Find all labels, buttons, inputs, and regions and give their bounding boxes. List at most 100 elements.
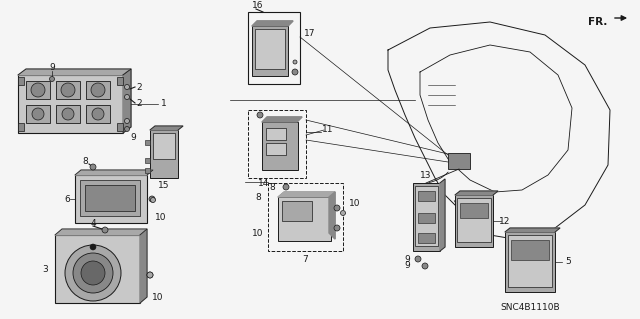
Ellipse shape xyxy=(125,94,129,100)
Text: 2: 2 xyxy=(136,83,142,92)
Bar xyxy=(508,235,552,287)
Bar xyxy=(55,235,140,303)
Ellipse shape xyxy=(49,77,54,81)
Text: 8: 8 xyxy=(255,192,261,202)
Bar xyxy=(457,198,491,242)
Polygon shape xyxy=(18,69,131,75)
Text: 10: 10 xyxy=(349,198,361,207)
Bar xyxy=(117,77,123,85)
Text: 17: 17 xyxy=(304,29,316,39)
Text: 5: 5 xyxy=(565,257,571,266)
Text: FR.: FR. xyxy=(588,17,607,27)
Bar xyxy=(505,232,555,292)
Bar xyxy=(86,105,110,123)
Ellipse shape xyxy=(334,205,340,211)
Ellipse shape xyxy=(92,108,104,120)
Ellipse shape xyxy=(102,227,108,233)
Bar xyxy=(117,123,123,131)
Polygon shape xyxy=(55,229,147,235)
Bar xyxy=(255,29,285,69)
Ellipse shape xyxy=(125,127,129,131)
Bar xyxy=(85,185,135,211)
Bar xyxy=(252,26,288,76)
Bar xyxy=(86,81,110,99)
Bar xyxy=(153,133,175,160)
Bar xyxy=(460,203,488,218)
Ellipse shape xyxy=(257,112,263,118)
Text: 9: 9 xyxy=(404,255,410,263)
Bar xyxy=(248,110,306,178)
Bar xyxy=(18,77,24,85)
Ellipse shape xyxy=(31,83,45,97)
Bar xyxy=(448,153,470,169)
Text: 10: 10 xyxy=(152,293,164,302)
Ellipse shape xyxy=(293,60,297,64)
Bar xyxy=(268,183,343,251)
Bar xyxy=(145,140,150,145)
Bar xyxy=(278,197,331,241)
Text: 4: 4 xyxy=(90,219,96,227)
Polygon shape xyxy=(278,192,335,197)
Text: SNC4B1110B: SNC4B1110B xyxy=(500,303,560,313)
Ellipse shape xyxy=(292,69,298,75)
Bar xyxy=(26,81,50,99)
Bar xyxy=(26,105,50,123)
Text: 16: 16 xyxy=(252,2,264,11)
Polygon shape xyxy=(150,126,183,130)
Ellipse shape xyxy=(62,108,74,120)
Ellipse shape xyxy=(90,244,96,250)
Ellipse shape xyxy=(147,272,153,278)
Text: 15: 15 xyxy=(158,181,170,189)
Bar xyxy=(415,186,438,246)
Ellipse shape xyxy=(147,272,153,278)
Ellipse shape xyxy=(150,197,156,203)
Bar xyxy=(418,233,435,243)
Text: 9: 9 xyxy=(130,132,136,142)
Text: 10: 10 xyxy=(156,213,167,222)
Polygon shape xyxy=(455,191,498,195)
Bar xyxy=(56,81,80,99)
Ellipse shape xyxy=(73,253,113,293)
Text: 1: 1 xyxy=(161,100,167,108)
Ellipse shape xyxy=(334,225,340,231)
Text: 14: 14 xyxy=(259,180,269,189)
Polygon shape xyxy=(262,117,302,122)
Bar xyxy=(282,201,312,221)
Polygon shape xyxy=(252,21,293,26)
Ellipse shape xyxy=(32,108,44,120)
Bar xyxy=(266,128,286,140)
Text: 13: 13 xyxy=(420,170,432,180)
Bar xyxy=(80,180,140,216)
Ellipse shape xyxy=(81,261,105,285)
Ellipse shape xyxy=(90,164,96,170)
Text: 8: 8 xyxy=(82,158,88,167)
Bar xyxy=(248,12,300,84)
Ellipse shape xyxy=(125,85,129,90)
Bar xyxy=(56,105,80,123)
Polygon shape xyxy=(75,170,153,175)
Text: 6: 6 xyxy=(64,195,70,204)
Bar xyxy=(413,183,440,251)
Text: 8: 8 xyxy=(269,182,275,191)
Text: 10: 10 xyxy=(252,228,264,238)
Text: 2: 2 xyxy=(136,99,142,108)
Bar xyxy=(262,122,298,170)
Polygon shape xyxy=(440,179,445,251)
Bar xyxy=(511,240,549,260)
Bar xyxy=(18,123,24,131)
Ellipse shape xyxy=(422,263,428,269)
Polygon shape xyxy=(329,192,335,239)
Text: 12: 12 xyxy=(499,217,511,226)
Bar xyxy=(145,158,150,163)
Ellipse shape xyxy=(415,256,421,262)
Text: VSA
OFF: VSA OFF xyxy=(259,37,269,48)
Text: 11: 11 xyxy=(323,125,333,135)
Polygon shape xyxy=(505,228,560,232)
Bar xyxy=(455,195,493,247)
Text: 7: 7 xyxy=(302,255,308,263)
Ellipse shape xyxy=(149,196,155,202)
Text: 9: 9 xyxy=(404,262,410,271)
Bar xyxy=(418,213,435,223)
Ellipse shape xyxy=(61,83,75,97)
Ellipse shape xyxy=(65,245,121,301)
